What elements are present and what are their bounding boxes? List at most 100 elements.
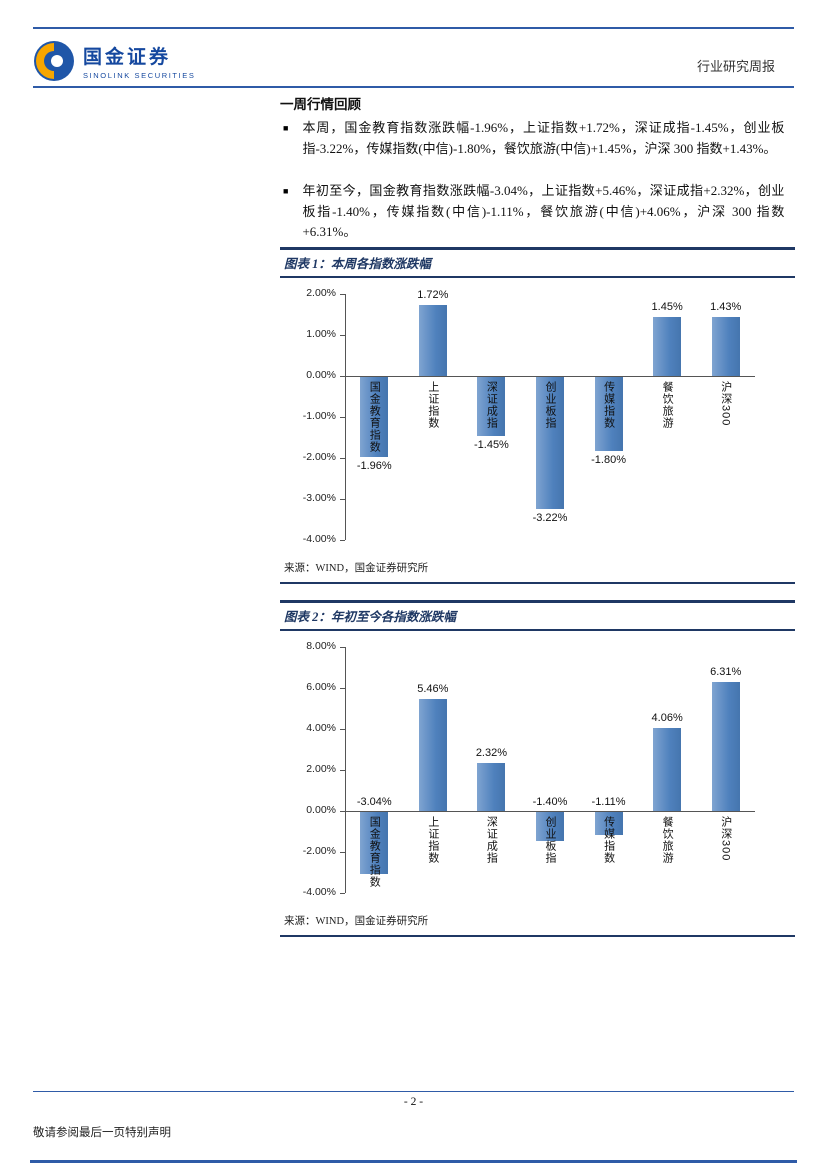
figure-source: 来源：WIND，国金证券研究所	[284, 916, 429, 927]
category-label: 深证成指	[485, 381, 498, 429]
sinolink-logo-icon	[33, 40, 75, 87]
bar-value-label: -3.04%	[356, 796, 392, 808]
y-tick-mark	[340, 458, 345, 459]
y-tick-mark	[340, 335, 345, 336]
category-label: 国金教育指数	[368, 816, 381, 888]
category-label: 上证指数	[426, 381, 439, 429]
figure-ytd: 图表 2：年初至今各指数涨跌幅 8.00% 6.00% 4.00% 2.00% 0.00…	[280, 600, 795, 937]
section-title: 一周行情回顾	[280, 97, 361, 112]
figure-source: 来源：WIND，国金证券研究所	[284, 563, 429, 574]
y-tick-label: -2.00%	[302, 451, 336, 463]
bar-value-label: -1.96%	[356, 460, 392, 473]
category-label: 创业板指	[544, 816, 556, 864]
y-tick-label: 1.00%	[306, 328, 336, 340]
y-tick-mark	[340, 540, 345, 541]
bar	[536, 377, 564, 510]
top-rule	[33, 27, 794, 29]
bar	[653, 727, 682, 811]
doc-type-label: 行业研究周报	[696, 59, 775, 74]
bar-value-label: 4.06%	[651, 711, 683, 724]
bar	[418, 699, 447, 811]
y-tick-label: -4.00%	[302, 533, 336, 545]
footer-rule	[33, 1091, 794, 1092]
bar	[477, 377, 506, 437]
bullet-item: ■ 本周，国金教育指数涨跌幅-1.96%，上证指数+1.72%，深证成指-1.4…	[283, 118, 795, 159]
category-label: 沪深300	[719, 381, 732, 427]
y-tick-label: 4.00%	[306, 722, 336, 734]
bullet-square-icon: ■	[283, 123, 289, 133]
bar-value-label: -1.80%	[591, 453, 626, 466]
bar-value-label: 1.43%	[710, 301, 742, 314]
bullet-item: ■ 年初至今，国金教育指数涨跌幅-3.04%，上证指数+5.46%，深证成指+2…	[283, 181, 795, 243]
y-tick-label: -1.00%	[302, 410, 336, 422]
y-tick-mark	[340, 499, 345, 500]
bullet-text-ytd: 年初至今，国金教育指数涨跌幅-3.04%，上证指数+5.46%，深证成指+2.3…	[302, 183, 785, 239]
header-rule	[33, 86, 794, 88]
category-label: 传媒指数	[602, 381, 615, 429]
y-tick-mark	[340, 294, 345, 295]
y-axis-line	[345, 647, 346, 893]
bar	[360, 812, 389, 875]
bar	[418, 305, 447, 376]
footer-disclaimer: 敬请参阅最后一页特别声明	[33, 1127, 171, 1139]
bar	[594, 377, 623, 451]
y-tick-mark	[340, 770, 345, 771]
y-tick-label: -4.00%	[302, 886, 336, 898]
bar	[711, 681, 740, 811]
bar	[653, 316, 682, 376]
bar-value-label: 5.46%	[417, 683, 449, 696]
y-tick-label: 0.00%	[306, 804, 336, 816]
bottom-rule	[30, 1160, 797, 1163]
brand-name-cn: 国金证券	[83, 46, 172, 68]
bar	[477, 763, 506, 811]
y-tick-label: 6.00%	[306, 681, 336, 693]
bar	[360, 377, 389, 458]
bar-value-label: 2.32%	[475, 747, 508, 760]
category-label: 国金教育指数	[368, 381, 381, 453]
category-label: 上证指数	[426, 816, 439, 864]
bullet-text-week: 本周，国金教育指数涨跌幅-1.96%，上证指数+1.72%，深证成指-1.45%…	[302, 120, 785, 156]
bar-value-label: -1.40%	[532, 796, 568, 808]
bar-chart-week: 2.00% 1.00% 0.00% -1.00% -2.00% -3.00% -4.00% -…	[280, 278, 795, 555]
brand-name-en: SINOLINK SECURITIES	[83, 70, 196, 80]
category-label: 沪深300	[719, 816, 732, 862]
y-tick-mark	[340, 729, 345, 730]
bar-value-label: -1.45%	[473, 439, 509, 452]
y-axis-line	[345, 294, 346, 540]
figure-title: 图表 2：年初至今各指数涨跌幅	[280, 600, 795, 631]
bar-value-label: 1.45%	[651, 300, 683, 313]
category-label: 传媒指数	[602, 816, 615, 864]
y-tick-label: 2.00%	[306, 763, 336, 775]
figure-title: 图表 1：本周各指数涨跌幅	[280, 247, 795, 278]
bar-value-label: 1.72%	[417, 289, 449, 302]
bar	[536, 812, 564, 841]
y-tick-label: -3.00%	[302, 492, 336, 504]
x-axis-line	[345, 811, 755, 812]
y-tick-mark	[340, 811, 345, 812]
bar-chart-ytd: 8.00% 6.00% 4.00% 2.00% 0.00% -2.00% -4.00% -3.…	[280, 631, 795, 908]
brand-logo: 国金证券 SINOLINK SECURITIES	[33, 40, 196, 87]
category-label: 餐饮旅游	[661, 381, 674, 429]
bar-value-label: -1.11%	[591, 796, 626, 808]
y-tick-mark	[340, 852, 345, 853]
y-tick-label: 2.00%	[306, 287, 336, 299]
page-number: - 2 -	[403, 1096, 424, 1108]
y-tick-mark	[340, 647, 345, 648]
bar-value-label: 6.31%	[710, 665, 742, 678]
figure-week: 图表 1：本周各指数涨跌幅 2.00% 1.00% 0.00% -1.00% -2.00…	[280, 247, 795, 584]
bullet-square-icon: ■	[283, 186, 289, 196]
category-label: 餐饮旅游	[661, 816, 674, 864]
bar-value-label: -3.22%	[532, 512, 568, 525]
bar	[594, 812, 623, 835]
y-tick-label: -2.00%	[302, 845, 336, 857]
y-tick-label: 8.00%	[306, 640, 336, 652]
category-label: 深证成指	[485, 816, 498, 864]
y-tick-mark	[340, 376, 345, 377]
y-tick-mark	[340, 688, 345, 689]
y-tick-mark	[340, 417, 345, 418]
x-axis-line	[345, 376, 755, 377]
bar	[711, 317, 740, 376]
category-label: 创业板指	[544, 381, 556, 429]
y-tick-mark	[340, 893, 345, 894]
